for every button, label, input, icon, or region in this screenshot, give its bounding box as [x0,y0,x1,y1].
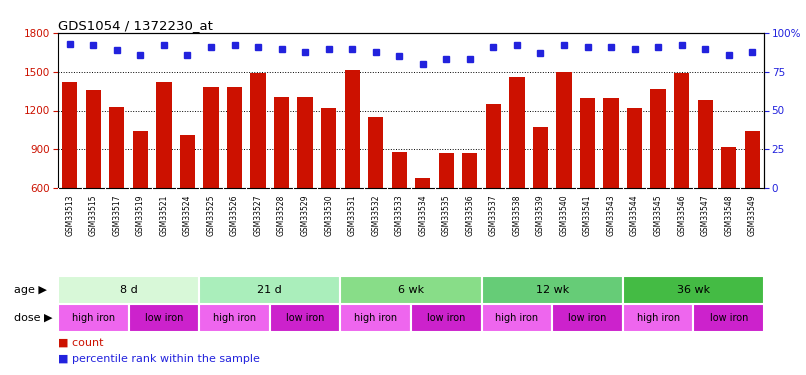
Text: GSM33536: GSM33536 [465,194,475,236]
Text: high iron: high iron [72,313,115,323]
Text: low iron: low iron [709,313,748,323]
Text: GSM33528: GSM33528 [277,194,286,236]
Bar [85,90,101,188]
Bar [226,87,242,188]
Text: low iron: low iron [427,313,466,323]
Text: GSM33535: GSM33535 [442,194,451,236]
Text: GSM33525: GSM33525 [206,194,215,236]
Bar [297,97,313,188]
Bar [199,304,270,332]
Bar [482,304,552,332]
Bar [344,70,359,188]
Bar [697,100,713,188]
Bar [133,131,148,188]
Bar [462,153,477,188]
Text: GSM33538: GSM33538 [513,194,521,236]
Bar [552,304,623,332]
Text: GSM33539: GSM33539 [536,194,545,236]
Text: GSM33529: GSM33529 [301,194,310,236]
Bar [650,88,666,188]
Bar [438,153,454,188]
Text: GSM33527: GSM33527 [254,194,263,236]
Text: GSM33513: GSM33513 [65,194,74,236]
Text: dose ▶: dose ▶ [14,313,52,323]
Bar [623,276,764,304]
Text: age ▶: age ▶ [14,285,47,295]
Bar [411,304,482,332]
Bar [533,127,548,188]
Bar [623,304,693,332]
Text: GSM33531: GSM33531 [347,194,357,236]
Bar [392,152,407,188]
Text: GDS1054 / 1372230_at: GDS1054 / 1372230_at [58,19,213,32]
Text: GSM33519: GSM33519 [136,194,145,236]
Bar [674,73,689,188]
Bar [180,135,195,188]
Text: GSM33549: GSM33549 [748,194,757,236]
Text: GSM33543: GSM33543 [607,194,616,236]
Text: 36 wk: 36 wk [677,285,710,295]
Bar [58,304,129,332]
Text: 8 d: 8 d [120,285,138,295]
Bar [340,304,411,332]
Bar [270,304,340,332]
Text: GSM33540: GSM33540 [559,194,568,236]
Bar [627,108,642,188]
Bar [580,98,595,188]
Text: high iron: high iron [213,313,256,323]
Bar [368,117,384,188]
Text: GSM33526: GSM33526 [230,194,239,236]
Bar [321,108,336,188]
Text: GSM33541: GSM33541 [583,194,592,236]
Bar [58,276,199,304]
Bar [203,87,218,188]
Text: ■ percentile rank within the sample: ■ percentile rank within the sample [58,354,260,364]
Text: GSM33521: GSM33521 [160,194,168,236]
Text: GSM33544: GSM33544 [630,194,639,236]
Text: low iron: low iron [568,313,607,323]
Bar [745,131,760,188]
Text: GSM33517: GSM33517 [112,194,122,236]
Text: low iron: low iron [145,313,183,323]
Text: GSM33537: GSM33537 [489,194,498,236]
Text: GSM33534: GSM33534 [418,194,427,236]
Text: GSM33524: GSM33524 [183,194,192,236]
Bar [482,276,623,304]
Bar [62,82,77,188]
Text: GSM33547: GSM33547 [700,194,709,236]
Bar [604,98,619,188]
Bar [340,276,482,304]
Bar [109,106,124,188]
Text: ■ count: ■ count [58,338,103,348]
Bar [415,178,430,188]
Bar [274,97,289,188]
Bar [693,304,764,332]
Text: GSM33533: GSM33533 [395,194,404,236]
Bar [129,304,199,332]
Text: 6 wk: 6 wk [398,285,424,295]
Bar [251,73,266,188]
Text: 12 wk: 12 wk [535,285,569,295]
Text: high iron: high iron [637,313,679,323]
Text: GSM33530: GSM33530 [324,194,333,236]
Text: high iron: high iron [354,313,397,323]
Bar [721,147,737,188]
Bar [509,77,525,188]
Text: GSM33532: GSM33532 [372,194,380,236]
Text: high iron: high iron [496,313,538,323]
Text: GSM33515: GSM33515 [89,194,98,236]
Bar [486,104,501,188]
Text: 21 d: 21 d [257,285,282,295]
Bar [156,82,172,188]
Text: GSM33545: GSM33545 [654,194,663,236]
Text: GSM33546: GSM33546 [677,194,686,236]
Bar [556,72,571,188]
Text: low iron: low iron [286,313,324,323]
Text: GSM33548: GSM33548 [725,194,733,236]
Bar [199,276,340,304]
